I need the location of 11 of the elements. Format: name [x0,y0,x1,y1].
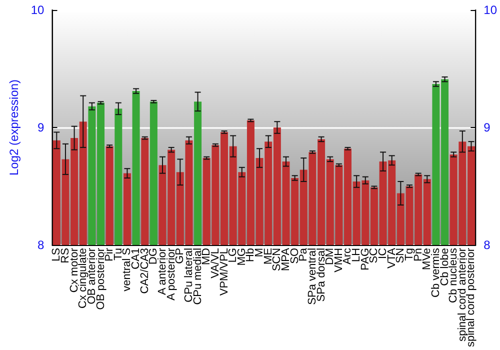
x-tick-label: spinal cord posterior [465,248,478,348]
y2-tick-label: 9 [484,120,491,134]
x-tick-label: RS [59,248,72,264]
y-tick-label: 8 [38,238,45,252]
x-tick-label: Tg [403,248,416,261]
y2-tick-label: 8 [484,238,491,252]
x-tick-label: A posterior [165,248,178,301]
y-axis-title: Log2 (expression) [7,79,21,176]
y-tick-label: 9 [38,120,45,134]
y2-tick-label: 10 [484,3,498,17]
y-tick-label: 10 [30,3,45,17]
